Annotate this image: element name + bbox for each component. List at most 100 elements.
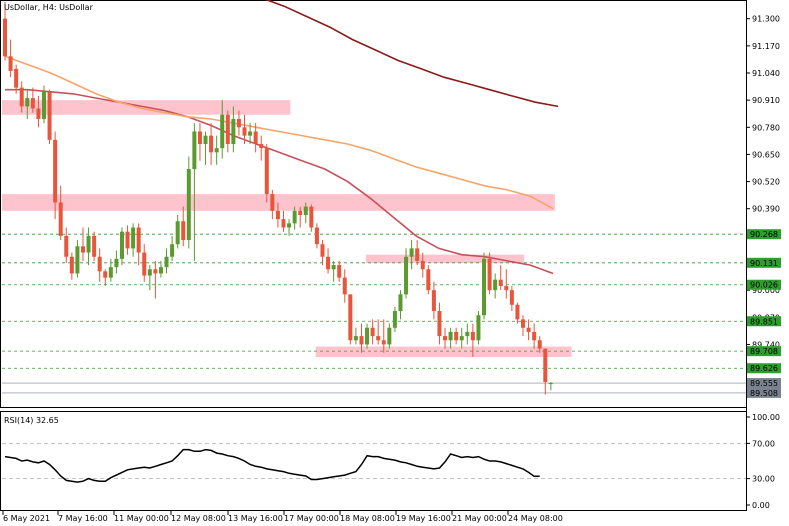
candle-body xyxy=(64,235,69,257)
candle xyxy=(448,327,453,349)
rsi-line xyxy=(4,448,540,483)
candle xyxy=(515,302,520,324)
candle xyxy=(437,302,442,345)
candle xyxy=(420,252,425,278)
moving-averages xyxy=(4,0,559,275)
candle xyxy=(181,206,186,247)
candle xyxy=(326,248,331,274)
candle xyxy=(359,323,364,353)
candle-body xyxy=(548,383,553,385)
candle xyxy=(365,323,370,349)
candle-body xyxy=(353,336,358,341)
candle-body xyxy=(426,269,431,291)
candle xyxy=(370,319,375,345)
time-tick-label: 13 May 16:00 xyxy=(228,514,283,523)
candle-body xyxy=(415,248,420,261)
candle xyxy=(309,204,314,232)
candle xyxy=(521,315,526,337)
chart-title: UsDollar, H4: UsDollar xyxy=(4,3,94,12)
candle-body xyxy=(236,118,241,128)
candle xyxy=(504,269,509,299)
candle-body xyxy=(30,98,35,109)
candle xyxy=(275,202,280,228)
candle-body xyxy=(108,267,113,278)
candle-body xyxy=(487,258,492,291)
candle-body xyxy=(25,98,30,107)
candle-body xyxy=(431,290,436,312)
price-tag-bg xyxy=(747,229,781,240)
time-tick-label: 18 May 08:00 xyxy=(340,514,395,523)
candle-body xyxy=(409,248,414,257)
price-tick-label: 89.740 xyxy=(752,340,780,349)
candle-body xyxy=(493,279,498,291)
candle-body xyxy=(515,304,520,320)
candle-body xyxy=(270,194,275,211)
candle-body xyxy=(376,336,381,341)
price-tag-bg xyxy=(747,279,781,290)
candle-body xyxy=(3,18,7,57)
candle-body xyxy=(521,319,526,328)
candle-body xyxy=(437,311,442,337)
candle xyxy=(392,306,397,332)
rsi-title: RSI(14) 32.65 xyxy=(4,416,59,425)
candle xyxy=(381,319,386,353)
time-tick-label: 6 May 2021 xyxy=(3,514,50,523)
candle-body xyxy=(209,135,214,153)
candle-body xyxy=(80,246,85,253)
candle xyxy=(376,319,381,345)
candle-body xyxy=(158,267,163,274)
candle-body xyxy=(454,331,459,341)
candle xyxy=(47,89,52,144)
time-tick-label: 7 May 16:00 xyxy=(58,514,108,523)
candle-body xyxy=(314,227,319,245)
candle xyxy=(459,327,464,349)
candle-body xyxy=(69,256,74,274)
zone-2 xyxy=(365,254,525,264)
candle xyxy=(158,260,163,278)
candle xyxy=(426,265,431,295)
price-tick-label: 90.520 xyxy=(752,178,780,187)
candle xyxy=(8,39,13,78)
candle-body xyxy=(248,131,253,136)
ma-slow-line xyxy=(264,0,559,108)
candle xyxy=(69,252,74,280)
candle-body xyxy=(170,244,175,257)
candle-body xyxy=(8,56,13,71)
price-tick-label: 90.390 xyxy=(752,205,780,214)
candle xyxy=(409,240,414,270)
time-tick-label: 11 May 00:00 xyxy=(114,514,169,523)
candle xyxy=(19,81,24,113)
rsi-tick-label: 100.00 xyxy=(752,413,780,422)
rsi-panel-frame xyxy=(0,411,747,511)
candle xyxy=(253,123,258,153)
candle-body xyxy=(443,336,448,341)
candle xyxy=(75,240,80,278)
price-tag-bg xyxy=(747,378,781,389)
candle-body xyxy=(320,244,325,257)
candle-body xyxy=(264,148,269,195)
candle xyxy=(30,87,35,113)
candle xyxy=(231,106,236,153)
candle xyxy=(92,231,97,261)
time-tick-label: 12 May 08:00 xyxy=(171,514,226,523)
price-tick-label: 90.780 xyxy=(752,123,780,132)
candle xyxy=(170,235,175,261)
candle-body xyxy=(175,221,180,245)
candle-body xyxy=(476,315,481,341)
price-tag-label: 90.026 xyxy=(750,281,778,290)
candle-body xyxy=(392,311,397,328)
candle xyxy=(465,323,470,345)
candle-body xyxy=(97,256,102,272)
candle xyxy=(36,95,41,128)
price-tag-label: 90.268 xyxy=(750,230,778,239)
candle-body xyxy=(259,143,264,149)
candle-body xyxy=(197,131,202,144)
candle xyxy=(25,89,30,119)
candle xyxy=(353,327,358,345)
candle xyxy=(225,110,230,153)
price-tag-label: 89.555 xyxy=(750,379,778,388)
candle-body xyxy=(309,206,314,228)
candle xyxy=(209,123,214,165)
candle xyxy=(498,265,503,291)
